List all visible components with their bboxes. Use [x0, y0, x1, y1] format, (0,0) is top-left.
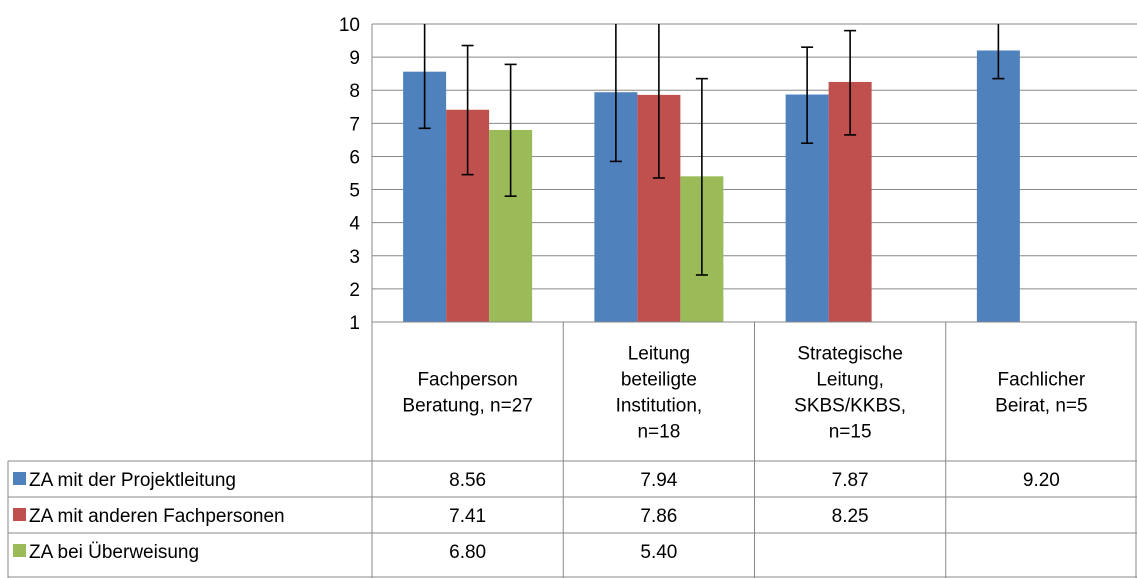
category-label: Institution,: [616, 396, 703, 417]
bar: [976, 50, 1020, 322]
y-tick-label: 2: [349, 280, 360, 301]
y-tick-label: 1: [349, 313, 360, 334]
category-label: Fachlicher: [998, 370, 1086, 391]
y-tick-label: 7: [349, 114, 360, 135]
category-label: SKBS/KKBS,: [794, 396, 906, 417]
category-label: Fachperson: [417, 370, 517, 391]
y-tick-label: 4: [349, 214, 360, 235]
data-label: 9.20: [1023, 470, 1060, 491]
y-tick-label: 9: [349, 48, 360, 69]
y-tick-label: 10: [339, 15, 360, 36]
legend-swatch: [13, 544, 26, 557]
y-tick-label: 6: [349, 147, 360, 168]
data-label: 8.25: [832, 506, 869, 527]
category-label: Beirat, n=5: [995, 396, 1087, 417]
data-label: 7.94: [640, 470, 677, 491]
data-label: 6.80: [449, 542, 486, 563]
y-tick-labels: 1 2 3 4 5 6 7 8 9 10: [339, 15, 361, 334]
data-label: 7.87: [832, 470, 869, 491]
y-tick-label: 3: [349, 247, 360, 268]
legend-swatch: [13, 472, 26, 485]
y-tick-label: 8: [349, 81, 360, 102]
data-label: 8.56: [449, 470, 486, 491]
data-label: 5.40: [640, 542, 677, 563]
category-label: n=18: [637, 422, 680, 443]
data-label: 7.41: [449, 506, 486, 527]
category-label: beteiligte: [621, 370, 697, 391]
data-label: 7.86: [640, 506, 677, 527]
category-label: Leitung: [628, 344, 690, 365]
legend-label: ZA bei Überweisung: [29, 542, 199, 563]
category-label: Beratung, n=27: [402, 396, 532, 417]
bars: [403, 50, 1020, 323]
category-label: Leitung,: [816, 370, 884, 391]
y-tick-label: 5: [349, 181, 360, 202]
legend-swatch: [13, 508, 26, 521]
category-label: Strategische: [797, 344, 903, 365]
error-bars: [418, 24, 1005, 276]
legend-label: ZA mit anderen Fachpersonen: [29, 506, 285, 527]
legend-label: ZA mit der Projektleitung: [29, 470, 236, 491]
category-label: n=15: [829, 422, 872, 443]
data-table: Fachperson Beratung, n=27 Leitung beteiligt…: [7, 321, 1137, 578]
